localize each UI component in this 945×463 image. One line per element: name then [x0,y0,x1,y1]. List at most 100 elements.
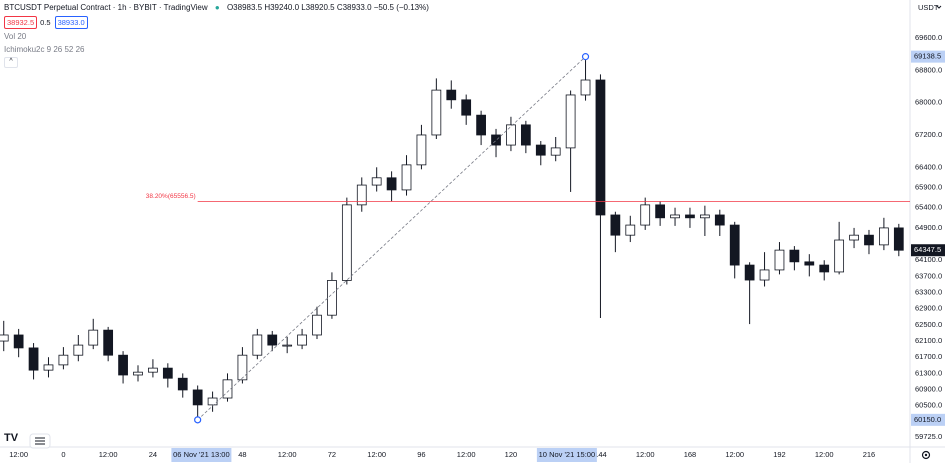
currency[interactable]: USDT [918,3,939,12]
candle-body [655,204,665,219]
y-tick-label: 61700.0 [915,352,942,361]
candle-body [461,99,472,116]
x-tick-label: 216 [863,450,876,459]
y-tick-label: 59725.0 [915,432,942,441]
y-tick-label: 65400.0 [915,203,942,212]
candle-body [177,377,188,391]
x-tick-label: 0 [61,450,65,459]
y-tick-label: 62500.0 [915,320,942,329]
price-mark [911,50,945,63]
candle-body [610,214,621,236]
y-tick-label: 60900.0 [915,385,942,394]
ohlc: O38983.5 H39240.0 L38920.5 C38933.0 −50.… [226,3,429,12]
candle-body [28,347,39,371]
candle-body [640,204,651,226]
settings-icon[interactable] [921,450,931,460]
candle-body [371,177,382,186]
candle-body [864,234,874,246]
candle-body [252,334,263,356]
price-mark-label: 64347.5 [914,245,941,254]
title-row: BTCUSDT Perpetual Contract · 1h · BYBIT … [4,3,429,12]
x-tick-label: 12:00 [367,450,386,459]
price-mark-label: 69138.5 [914,52,941,61]
x-tick-label: 120 [505,450,518,459]
y-tick-label: 66400.0 [915,162,942,171]
x-mark [536,448,597,462]
candle-body [0,334,9,342]
y-tick-label: 60500.0 [915,401,942,410]
y-tick-label: 68800.0 [915,65,942,74]
x-tick-label: 12:00 [9,450,28,459]
candle-body [595,79,606,216]
candle-body [192,389,203,406]
spread: 0.5 [40,18,51,27]
candle-body [103,329,114,356]
trend-anchor [194,416,202,424]
x-tick-label: 168 [684,450,697,459]
candle-body [834,239,845,273]
y-tick-label: 65900.0 [915,182,942,191]
menu-button[interactable] [29,433,51,449]
y-tick-label: 68000.0 [915,98,942,107]
candle-body [162,367,173,379]
candle-body [625,224,636,236]
price-mark [911,413,945,426]
candle-body [431,89,442,136]
candle-body [759,269,770,281]
candle-body [550,147,561,156]
candle-body [700,214,710,219]
x-tick-label: 144 [594,450,607,459]
x-mark-label: 06 Nov '21 13:00 [173,450,229,459]
candle-body [356,184,367,206]
candle-body [312,314,322,336]
x-tick-label: 72 [328,450,336,459]
indicator: Vol 20 [4,32,26,41]
x-tick-label: 192 [773,450,786,459]
price-mark-label: 60150.0 [914,415,941,424]
candle-body [714,214,725,226]
y-tick-label: 64100.0 [915,255,942,264]
x-tick-label: 12:00 [278,450,297,459]
x-tick-label: 12:00 [636,450,655,459]
candle-body [237,354,248,381]
candle-body [804,261,815,266]
quote-row: 38932.5 0.5 38933.0 [4,16,91,29]
candle-body [819,264,830,273]
y-tick-label: 62900.0 [915,304,942,313]
candle-body [565,94,576,149]
candle-body [849,234,859,241]
x-mark [171,448,232,462]
candle-body [476,114,486,136]
candle-body [58,354,69,366]
x-tick-label: 96 [417,450,425,459]
candle-body [297,334,307,346]
candle-body [729,224,740,266]
candle-body [386,177,397,191]
candle-body [879,227,889,246]
x-tick-label: 48 [238,450,246,459]
ask[interactable]: 38933.0 [54,16,88,29]
candle-body [88,329,99,346]
x-tick-label: 12:00 [457,450,476,459]
price-mark [911,244,945,257]
candle-body [148,367,158,373]
candle-body [133,371,143,376]
candle-body [744,264,755,281]
candle-body [789,249,800,263]
x-tick-label: 12:00 [815,450,834,459]
bid[interactable]: 38932.5 [4,16,38,29]
candle-body [43,364,54,371]
x-tick-label: 12:00 [99,450,118,459]
y-tick-label: 61300.0 [915,368,942,377]
candle-body [282,344,293,347]
candle-body [341,204,352,281]
candle-body [685,214,695,219]
candle-body [73,344,84,356]
collapse-button[interactable]: ^ [4,57,18,68]
x-tick-label: 12:00 [725,450,744,459]
indicator-label: Ichimoku2c 9 26 52 26 [4,45,85,54]
candle-body [535,144,546,156]
candle-body [327,280,337,316]
